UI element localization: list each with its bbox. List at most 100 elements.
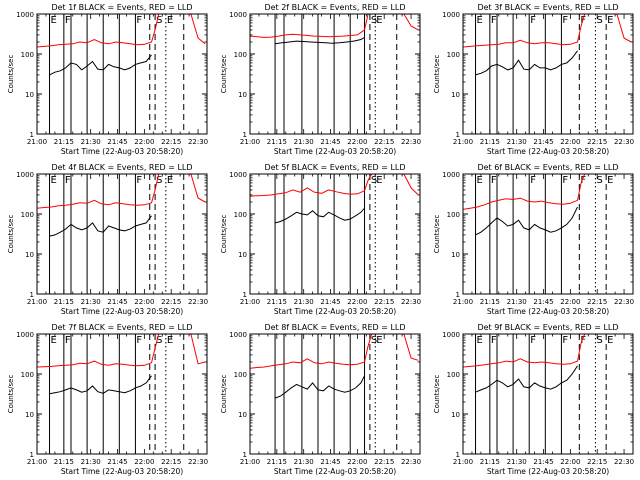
event-line-label: F bbox=[65, 15, 71, 26]
y-tick-label: 1 bbox=[243, 291, 247, 299]
y-tick-label: 1 bbox=[30, 131, 34, 139]
y-tick-label: 10 bbox=[25, 411, 34, 419]
y-tick-label: 1000 bbox=[442, 11, 460, 19]
panel-title: Det 3f BLACK = Events, RED = LLD bbox=[477, 3, 618, 12]
event-line-label: E bbox=[167, 335, 173, 346]
panel-det-1f: Det 1f BLACK = Events, RED = LLD Counts/s… bbox=[7, 3, 208, 156]
x-tick-label: 22:00 bbox=[347, 458, 367, 466]
event-line-label: F bbox=[65, 175, 71, 186]
x-tick-label: 21:45 bbox=[107, 138, 127, 146]
series-line-events bbox=[49, 375, 152, 395]
panel-title: Det 6f BLACK = Events, RED = LLD bbox=[477, 163, 618, 172]
x-tick-label: 21:00 bbox=[453, 138, 473, 146]
y-axis-label: Counts/sec bbox=[7, 375, 15, 414]
x-tick-label: 21:15 bbox=[54, 138, 74, 146]
y-tick-label: 100 bbox=[21, 51, 34, 59]
y-tick-label: 100 bbox=[21, 371, 34, 379]
x-tick-label: 22:15 bbox=[161, 298, 181, 306]
x-tick-label: 21:15 bbox=[54, 458, 74, 466]
y-tick-label: 100 bbox=[21, 211, 34, 219]
x-tick-label: 21:45 bbox=[107, 458, 127, 466]
y-tick-label: 1000 bbox=[16, 331, 34, 339]
x-tick-label: 22:00 bbox=[347, 138, 367, 146]
y-tick-label: 100 bbox=[447, 211, 460, 219]
panel-title: Det 7f BLACK = Events, RED = LLD bbox=[51, 323, 192, 332]
y-tick-label: 1 bbox=[243, 131, 247, 139]
series-line-events bbox=[49, 215, 152, 237]
event-line-label: S bbox=[371, 175, 377, 186]
event-line-label: F bbox=[491, 335, 497, 346]
event-line-label: S bbox=[156, 15, 162, 26]
y-tick-label: 100 bbox=[234, 371, 247, 379]
y-tick-label: 10 bbox=[25, 91, 34, 99]
x-tick-label: 21:00 bbox=[453, 458, 473, 466]
panel-det-7f: Det 7f BLACK = Events, RED = LLD Counts/s… bbox=[7, 323, 208, 476]
x-tick-label: 22:15 bbox=[374, 138, 394, 146]
x-tick-label: 21:30 bbox=[294, 138, 314, 146]
y-axis-label: Counts/sec bbox=[433, 55, 441, 94]
event-line-label: F bbox=[580, 15, 586, 26]
event-line-label: E bbox=[477, 175, 483, 186]
y-tick-label: 1 bbox=[243, 451, 247, 459]
x-axis-label: Start Time (22-Aug-03 20:58:20) bbox=[274, 307, 396, 316]
event-line-label: E bbox=[607, 15, 613, 26]
series-line-lld bbox=[36, 173, 206, 209]
panel-title: Det 8f BLACK = Events, RED = LLD bbox=[264, 323, 405, 332]
event-line-label: F bbox=[136, 335, 142, 346]
x-tick-label: 22:15 bbox=[374, 298, 394, 306]
event-line-label: F bbox=[136, 175, 142, 186]
y-tick-label: 10 bbox=[451, 251, 460, 259]
x-tick-label: 21:45 bbox=[320, 138, 340, 146]
panel-det-8f: Det 8f BLACK = Events, RED = LLD Counts/s… bbox=[220, 323, 421, 476]
x-tick-label: 21:30 bbox=[81, 458, 101, 466]
plot-frame bbox=[36, 13, 208, 135]
series-line-events bbox=[274, 375, 365, 399]
x-tick-label: 22:30 bbox=[188, 298, 208, 306]
event-line-label: E bbox=[376, 175, 382, 186]
event-line-label: E bbox=[51, 335, 57, 346]
panel-det-5f: Det 5f BLACK = Events, RED = LLD Counts/s… bbox=[220, 163, 421, 316]
event-line-label: F bbox=[530, 175, 536, 186]
event-line-label: F bbox=[65, 335, 71, 346]
event-line-label: E bbox=[376, 335, 382, 346]
event-line-label: E bbox=[167, 15, 173, 26]
y-tick-label: 100 bbox=[234, 211, 247, 219]
series-line-events bbox=[475, 365, 578, 393]
event-line-label: E bbox=[607, 335, 613, 346]
x-axis-label: Start Time (22-Aug-03 20:58:20) bbox=[487, 147, 609, 156]
event-line-label: S bbox=[371, 335, 377, 346]
x-tick-label: 21:30 bbox=[507, 298, 527, 306]
event-line-label: E bbox=[376, 15, 382, 26]
event-line-label: E bbox=[477, 15, 483, 26]
event-line-label: S bbox=[371, 15, 377, 26]
y-tick-label: 1 bbox=[30, 291, 34, 299]
x-axis-label: Start Time (22-Aug-03 20:58:20) bbox=[274, 147, 396, 156]
y-axis-label: Counts/sec bbox=[7, 215, 15, 254]
y-tick-label: 10 bbox=[25, 251, 34, 259]
event-line-label: E bbox=[51, 175, 57, 186]
x-axis-label: Start Time (22-Aug-03 20:58:20) bbox=[487, 467, 609, 476]
event-line-label: F bbox=[580, 175, 586, 186]
x-tick-label: 21:45 bbox=[533, 298, 553, 306]
x-tick-label: 21:00 bbox=[453, 298, 473, 306]
plot-frame bbox=[462, 173, 634, 295]
y-axis-label: Counts/sec bbox=[433, 215, 441, 254]
plot-frame bbox=[462, 333, 634, 455]
panel-det-3f: Det 3f BLACK = Events, RED = LLD Counts/s… bbox=[433, 3, 634, 156]
x-tick-label: 21:15 bbox=[267, 138, 287, 146]
event-line-label: F bbox=[491, 15, 497, 26]
series-line-events bbox=[49, 54, 152, 76]
series-line-lld bbox=[36, 13, 206, 48]
plot-frame bbox=[249, 333, 421, 455]
x-tick-label: 21:30 bbox=[507, 138, 527, 146]
x-tick-label: 21:15 bbox=[54, 298, 74, 306]
x-tick-label: 21:00 bbox=[240, 138, 260, 146]
panel-title: Det 2f BLACK = Events, RED = LLD bbox=[264, 3, 405, 12]
series-line-events bbox=[275, 36, 365, 45]
x-tick-label: 21:15 bbox=[267, 458, 287, 466]
y-tick-label: 100 bbox=[447, 51, 460, 59]
y-tick-label: 1000 bbox=[16, 11, 34, 19]
x-tick-label: 21:30 bbox=[81, 298, 101, 306]
event-line-label: F bbox=[580, 335, 586, 346]
event-line-label: S bbox=[156, 335, 162, 346]
